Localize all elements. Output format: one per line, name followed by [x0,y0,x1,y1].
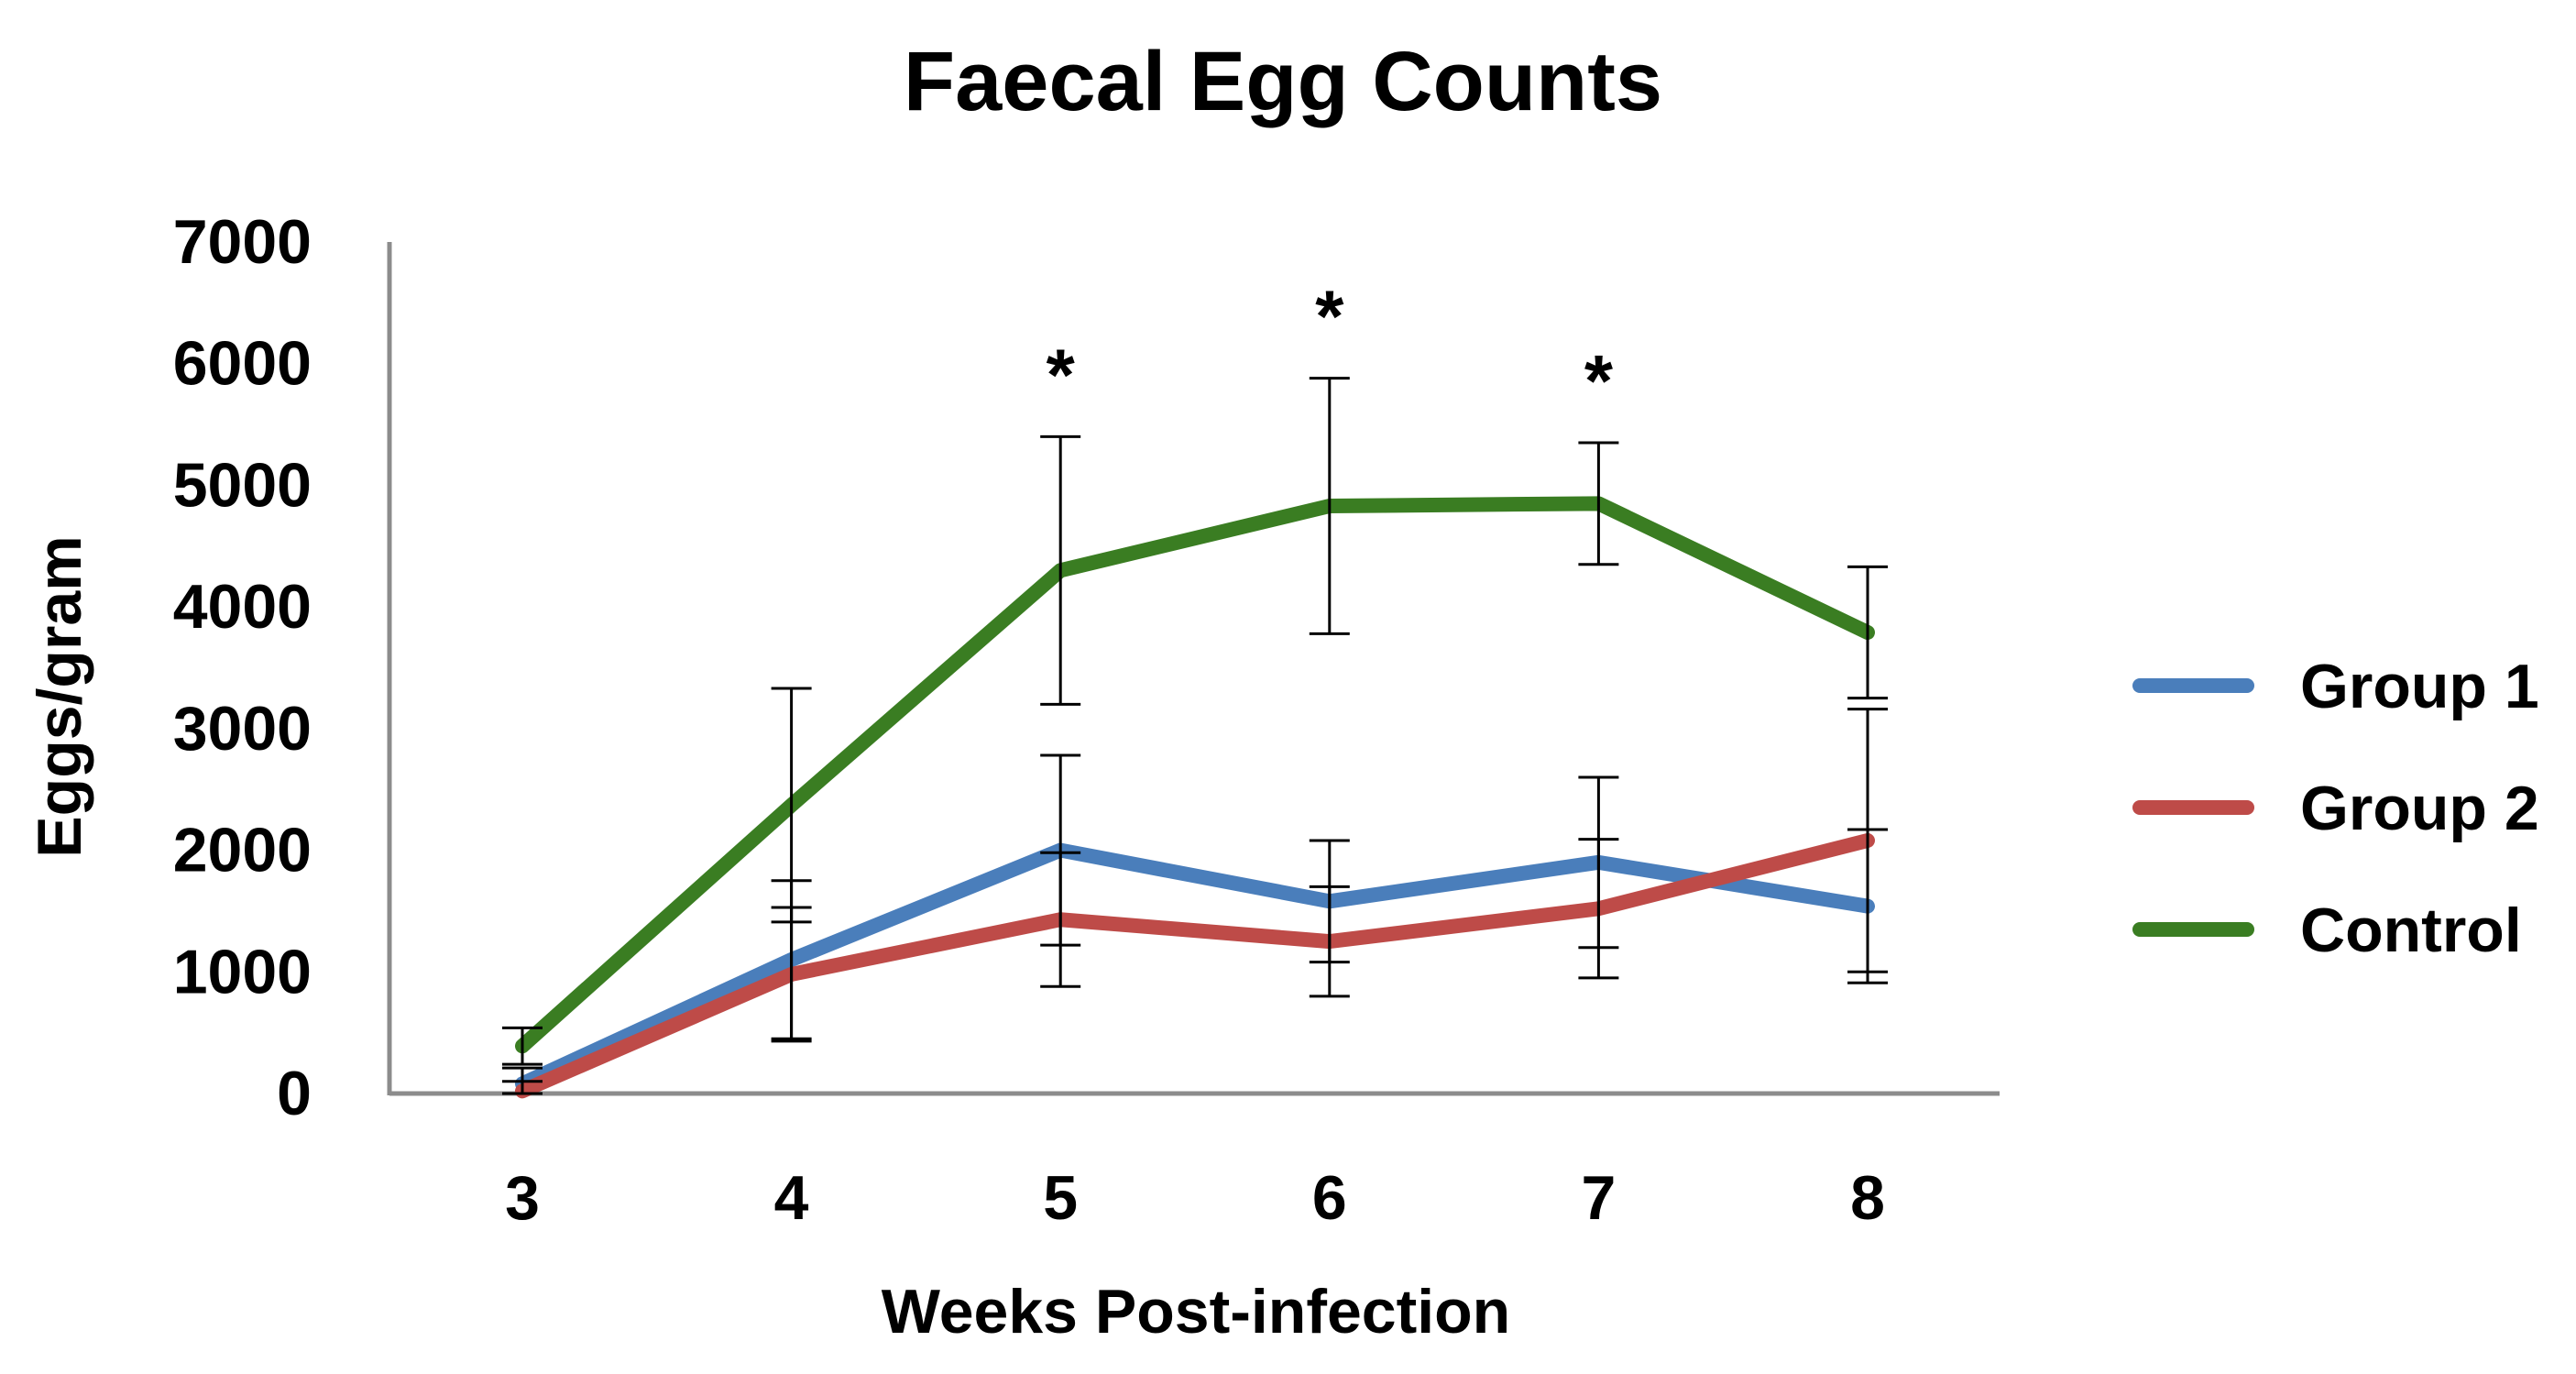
legend: Group 1 Group 2 Control [2132,652,2539,965]
legend-label-control: Control [2300,896,2522,965]
x-tick-label: 7 [1581,1163,1616,1233]
y-tick-label: 7000 [173,207,312,277]
significance-asterisk: * [1315,276,1344,357]
y-tick-label: 5000 [173,450,312,520]
y-axis-label: Eggs/gram [25,535,94,857]
y-tick-label: 2000 [173,816,312,885]
x-tick-label: 6 [1312,1163,1347,1233]
series-line-group-2 [515,832,1875,1099]
plot-area: 0 1000 2000 3000 4000 5000 6000 7000 3 4 5 6 7 8 * * * [173,207,2000,1233]
y-tick-label: 6000 [173,329,312,399]
x-tick-label: 8 [1850,1163,1885,1233]
series-line-group-1 [515,842,1875,1092]
y-tick-label: 3000 [173,694,312,764]
chart-title: Faecal Egg Counts [904,35,1662,128]
significance-asterisk: * [1584,340,1614,422]
significance-asterisk: * [1047,334,1076,415]
legend-label-group-1: Group 1 [2300,652,2539,721]
y-tick-label: 4000 [173,572,312,642]
x-axis-label: Weeks Post-infection [882,1277,1510,1347]
x-tick-label: 5 [1043,1163,1078,1233]
y-tick-label: 0 [277,1059,312,1128]
x-tick-label: 4 [774,1163,809,1233]
series-line-control [515,496,1875,1054]
x-tick-label: 3 [505,1163,540,1233]
legend-label-group-2: Group 2 [2300,774,2539,843]
y-tick-label: 1000 [173,937,312,1006]
